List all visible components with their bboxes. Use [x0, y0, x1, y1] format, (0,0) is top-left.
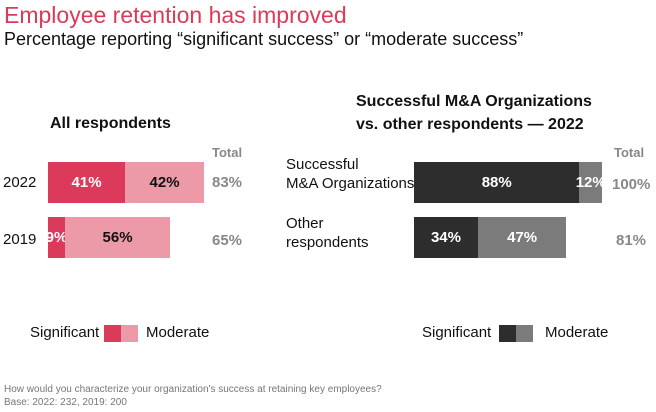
right-chart-title-line1: Successful M&A Organizations [356, 93, 592, 110]
right-chart-title-line2: vs. other respondents — 2022 [356, 116, 584, 133]
legend-significant: Significant [30, 324, 100, 341]
bar-value-label: 41% [71, 174, 102, 191]
bar-value-label: 42% [149, 174, 180, 191]
footnote-question: How would you characterize your organiza… [4, 384, 382, 395]
category-label: respondents [286, 234, 369, 251]
bar-significant: 41% [48, 162, 126, 203]
bar-moderate: 12% [576, 162, 606, 203]
bar-significant: 9% [45, 217, 68, 258]
legend-swatch-significant [104, 325, 121, 342]
total-label: 81% [616, 232, 647, 249]
category-label: 2022 [3, 174, 37, 191]
page-title: Employee retention has improved [4, 2, 347, 28]
total-label: 83% [212, 174, 243, 191]
legend-swatch-moderate [121, 325, 138, 342]
bar-significant: 34% [414, 217, 478, 258]
bar-value-label: 47% [507, 229, 538, 246]
bar-value-label: 56% [102, 229, 133, 246]
left-chart-title: All respondents [50, 115, 171, 132]
bar-moderate: 56% [64, 217, 171, 258]
legend-significant: Significant [422, 324, 492, 341]
bar-moderate: 47% [477, 217, 567, 258]
bar-value-label: 34% [430, 229, 461, 246]
bar-moderate: 42% [125, 162, 205, 203]
legend-swatch-moderate [516, 325, 533, 342]
category-label: Other [286, 215, 324, 232]
page-subtitle: Percentage reporting “significant succes… [4, 29, 524, 49]
legend-moderate: Moderate [545, 324, 609, 341]
bar-value-label: 9% [45, 229, 68, 246]
category-label: Successful [286, 156, 359, 173]
bar-value-label: 88% [481, 174, 512, 191]
total-label: 65% [212, 232, 243, 249]
bar-significant: 88% [414, 162, 580, 203]
total-label: 100% [612, 176, 651, 193]
legend-swatch-significant [499, 325, 516, 342]
right-total-header: Total [614, 145, 645, 160]
legend-moderate: Moderate [146, 324, 210, 341]
category-label: M&A Organizations [286, 175, 415, 192]
left-total-header: Total [212, 145, 243, 160]
category-label: 2019 [3, 231, 37, 248]
footnote-base: Base: 2022: 232, 2019: 200 [4, 397, 127, 408]
bar-value-label: 12% [575, 174, 606, 191]
